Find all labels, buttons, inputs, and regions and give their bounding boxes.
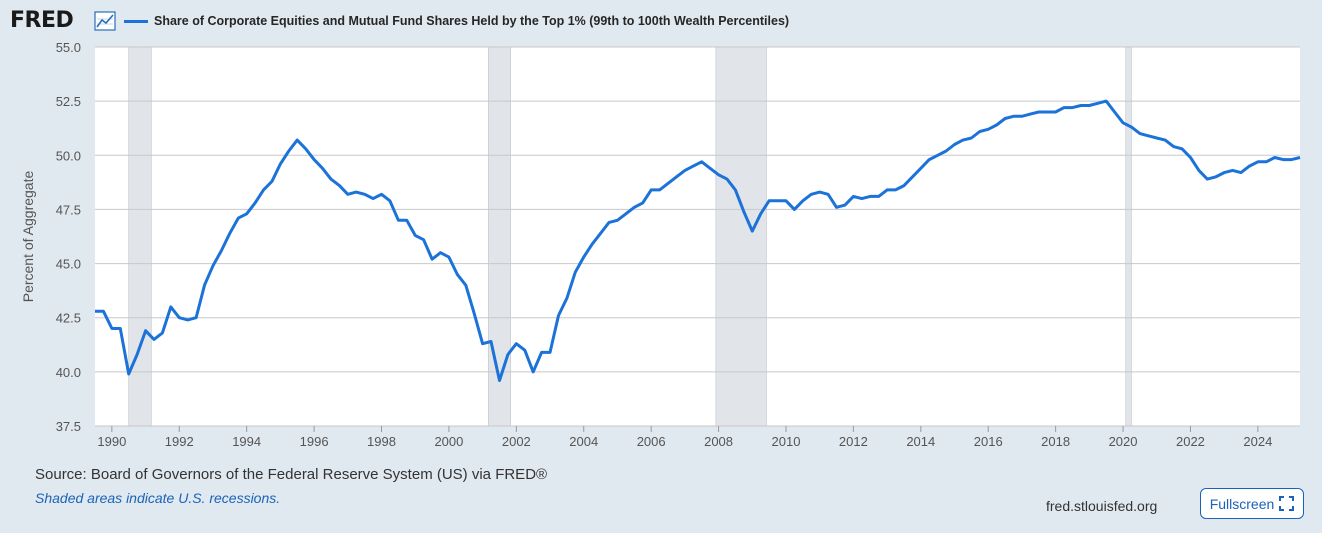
x-tick-label: 2010 bbox=[772, 434, 801, 449]
x-tick-label: 2024 bbox=[1243, 434, 1272, 449]
recession-note: Shaded areas indicate U.S. recessions. bbox=[35, 490, 281, 506]
line-chart: 37.540.042.545.047.550.052.555.0 1990 199… bbox=[20, 40, 1301, 449]
site-url[interactable]: fred.stlouisfed.org bbox=[1046, 498, 1158, 514]
x-tick-label: 2002 bbox=[502, 434, 531, 449]
x-tick-label: 2016 bbox=[974, 434, 1003, 449]
recession-band bbox=[488, 46, 511, 427]
x-tick-label: 2006 bbox=[637, 434, 666, 449]
x-tick-label: 1990 bbox=[97, 434, 126, 449]
x-tick-label: 1998 bbox=[367, 434, 396, 449]
y-tick-label: 50.0 bbox=[56, 148, 81, 163]
fred-logo[interactable]: FRED bbox=[10, 8, 74, 33]
gridlines bbox=[95, 46, 1300, 427]
x-tick-label: 1992 bbox=[165, 434, 194, 449]
expand-icon bbox=[1279, 496, 1295, 511]
x-tick-label: 2018 bbox=[1041, 434, 1070, 449]
y-axis-label: Percent of Aggregate bbox=[20, 171, 36, 303]
line-graph-icon bbox=[94, 11, 116, 31]
x-tick-label: 2020 bbox=[1109, 434, 1138, 449]
x-tick-label: 2000 bbox=[434, 434, 463, 449]
recession-band bbox=[715, 46, 767, 427]
x-axis-ticks: 1990 1992 1994 1996 1998 2000 2002 2004 2006 2008… bbox=[97, 426, 1272, 449]
x-tick-label: 2012 bbox=[839, 434, 868, 449]
y-tick-label: 37.5 bbox=[56, 419, 81, 434]
recession-band bbox=[1125, 46, 1132, 427]
y-tick-label: 40.0 bbox=[56, 365, 81, 380]
y-tick-label: 42.5 bbox=[56, 311, 81, 326]
plot-area bbox=[95, 47, 1300, 426]
series-line[interactable] bbox=[95, 99, 1301, 382]
y-tick-label: 47.5 bbox=[56, 202, 81, 217]
fullscreen-label: Fullscreen bbox=[1209, 495, 1275, 512]
chart-legend: Share of Corporate Equities and Mutual F… bbox=[124, 14, 789, 28]
y-axis-ticks: 37.5 40.0 42.5 45.0 47.5 50.0 52.5 55.0 bbox=[56, 40, 81, 434]
y-tick-label: 45.0 bbox=[56, 257, 81, 272]
fullscreen-button[interactable]: Fullscreen bbox=[1200, 488, 1304, 519]
x-tick-label: 2014 bbox=[906, 434, 935, 449]
x-tick-label: 2004 bbox=[569, 434, 598, 449]
x-tick-label: 2022 bbox=[1176, 434, 1205, 449]
legend-line-swatch bbox=[124, 19, 148, 23]
legend-label: Share of Corporate Equities and Mutual F… bbox=[154, 14, 790, 28]
x-tick-label: 1994 bbox=[232, 434, 261, 449]
x-tick-label: 2008 bbox=[704, 434, 733, 449]
x-tick-label: 1996 bbox=[300, 434, 329, 449]
y-tick-label: 55.0 bbox=[56, 40, 81, 55]
source-note: Source: Board of Governors of the Federa… bbox=[35, 466, 548, 483]
y-tick-label: 52.5 bbox=[56, 94, 81, 109]
